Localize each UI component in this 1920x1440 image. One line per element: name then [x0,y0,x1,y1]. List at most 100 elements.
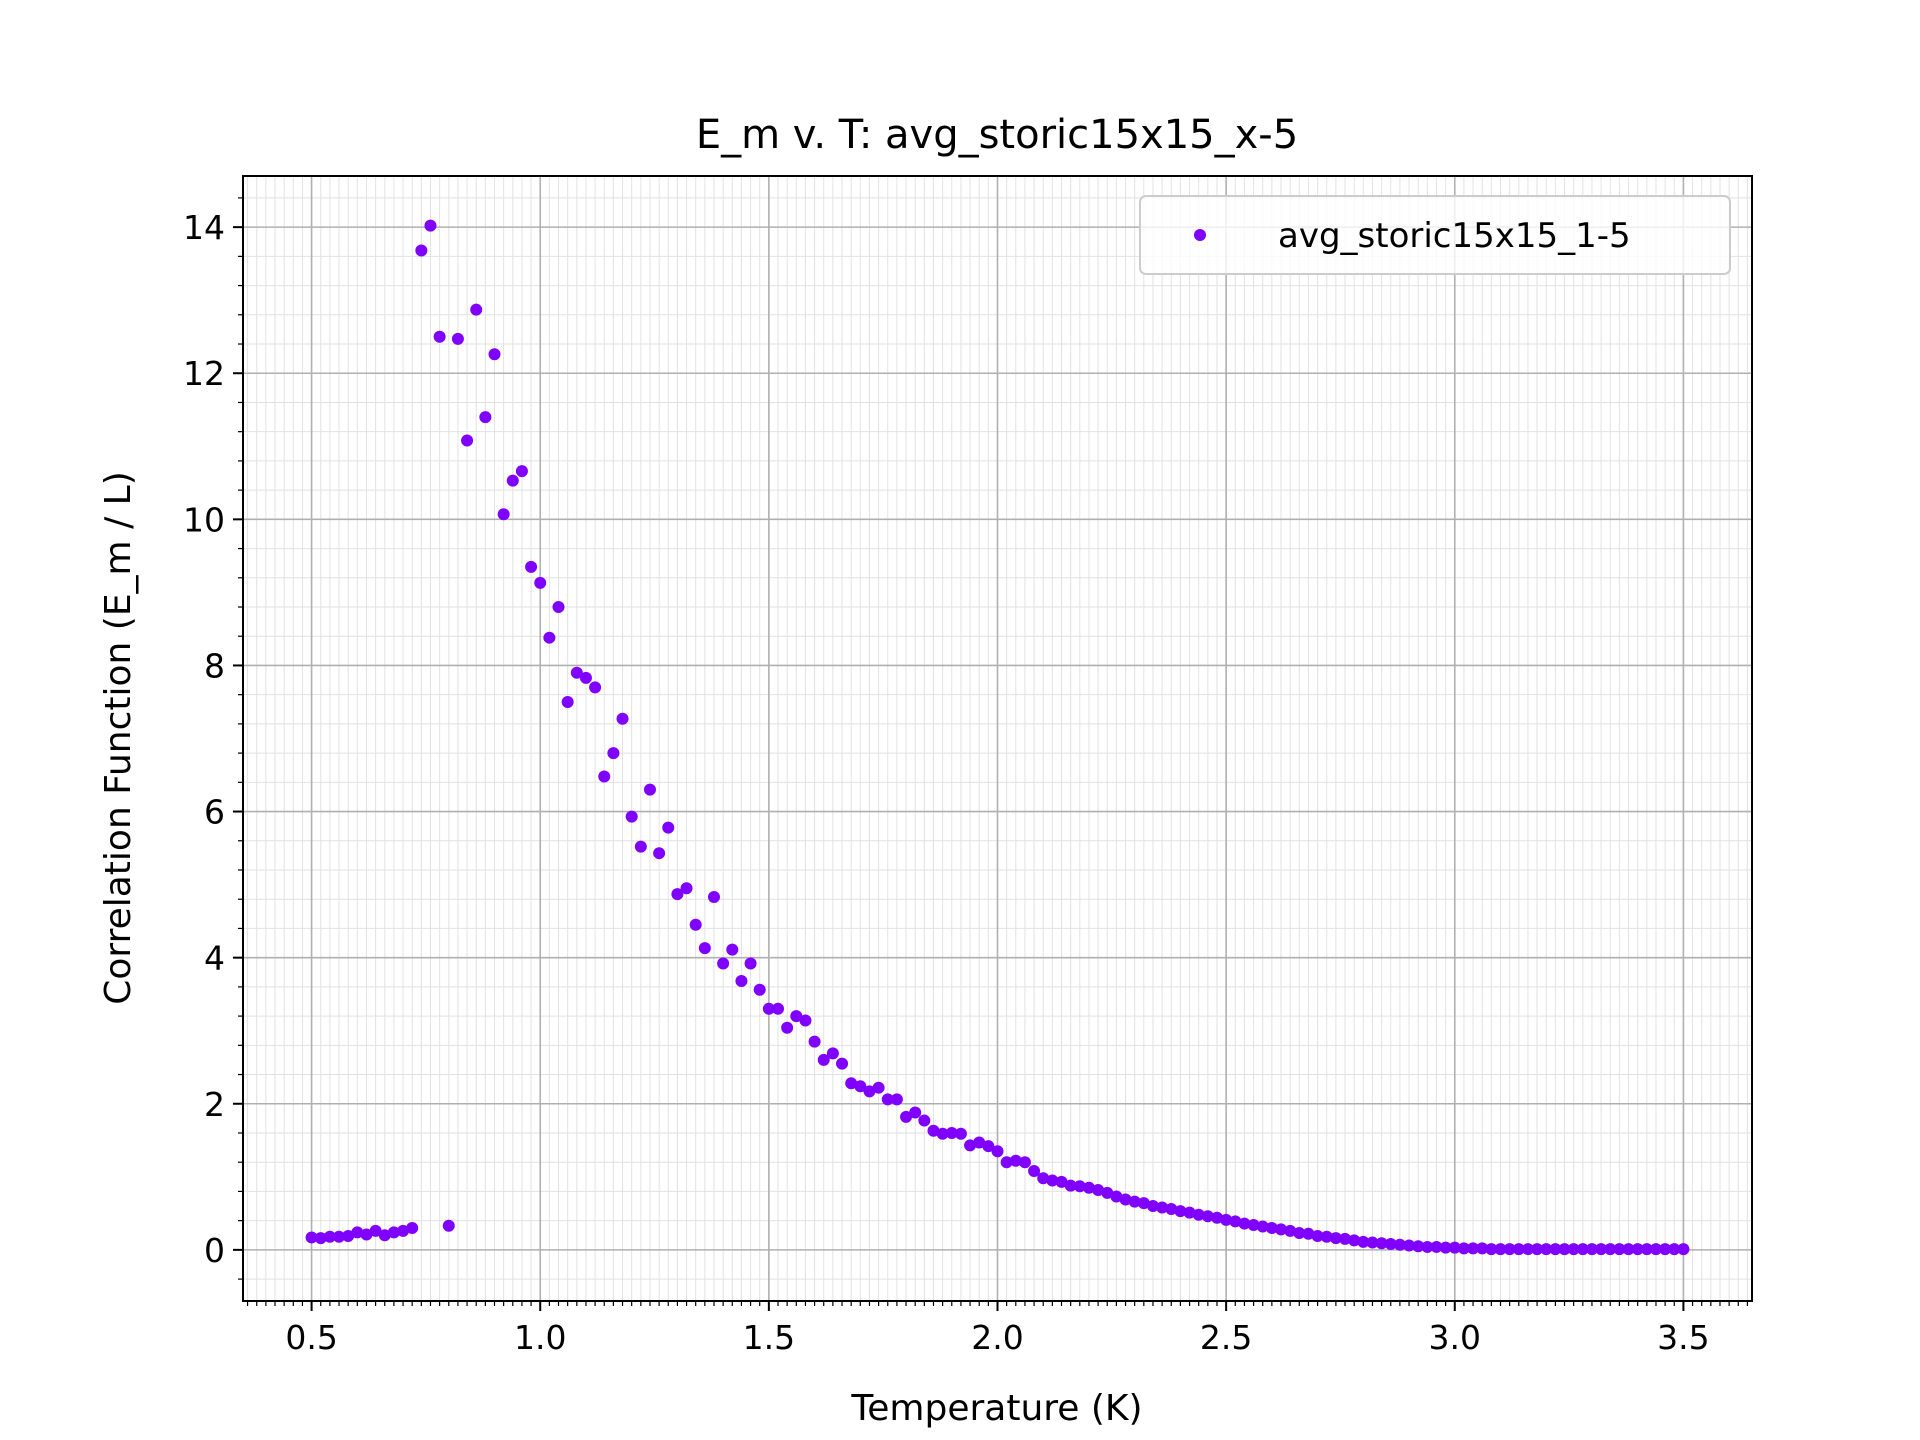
data-point [1119,1193,1132,1206]
data-point [1558,1243,1571,1256]
data-point [707,891,720,904]
data-point [470,303,483,316]
data-point [314,1232,327,1245]
data-point [836,1057,849,1070]
data-point [717,957,730,970]
data-point [1156,1201,1169,1214]
x-tick-label: 0.5 [285,1318,337,1357]
data-point [1128,1195,1141,1208]
y-tick-label: 12 [183,354,225,393]
data-point [397,1224,410,1237]
data-point [927,1124,940,1137]
data-point [506,474,519,487]
data-point [543,631,556,644]
data-point [479,411,492,424]
data-point [1549,1243,1562,1256]
data-point [561,695,574,708]
data-point [854,1080,867,1093]
data-point [1201,1210,1214,1223]
data-point [744,957,757,970]
data-point [1357,1235,1370,1248]
data-point [1046,1174,1059,1187]
data-point [872,1081,885,1094]
data-point [662,821,675,834]
data-point [1311,1229,1324,1242]
legend-box [1139,195,1731,275]
x-tick-label: 1.5 [743,1318,795,1357]
data-point [1028,1164,1041,1177]
x-tick-label: 1.0 [514,1318,566,1357]
data-point [762,1002,775,1015]
data-point [1256,1220,1269,1233]
data-point [1275,1223,1288,1236]
data-point [1192,1208,1205,1221]
data-point [1082,1181,1095,1194]
data-point [1540,1243,1553,1256]
data-point [442,1219,455,1232]
data-point [515,465,528,478]
data-point [1521,1243,1534,1256]
legend-label: avg_storic15x15_1-5 [1278,216,1631,256]
data-point [1531,1243,1544,1256]
data-point [634,840,647,853]
data-point [570,666,583,679]
data-point [1110,1190,1123,1203]
data-point [1137,1197,1150,1210]
data-point [1210,1211,1223,1224]
y-tick-label: 14 [183,208,225,247]
data-point [1457,1242,1470,1255]
data-point [945,1126,958,1139]
data-point [525,560,538,573]
data-point [1220,1213,1233,1226]
data-point [1585,1243,1598,1256]
data-point [598,770,611,783]
data-point [305,1231,318,1244]
data-point [1247,1219,1260,1232]
data-point [1393,1238,1406,1251]
data-point [1384,1238,1397,1251]
data-point [607,747,620,760]
data-point [1412,1240,1425,1253]
data-point [1265,1221,1278,1234]
data-point [1567,1243,1580,1256]
data-point [1512,1243,1525,1256]
data-point [1467,1242,1480,1255]
legend: avg_storic15x15_1-5 [1139,195,1731,275]
legend-marker [1194,229,1206,241]
data-point [1238,1217,1251,1230]
data-point [488,348,501,361]
data-point [1320,1230,1333,1243]
x-tick-label: 2.5 [1200,1318,1252,1357]
data-point [772,1002,785,1015]
data-point [1174,1205,1187,1218]
data-point [954,1127,967,1140]
data-point [1302,1227,1315,1240]
data-point [1101,1186,1114,1199]
data-point [1339,1232,1352,1245]
data-point [781,1021,794,1034]
data-point [1576,1243,1589,1256]
data-point [1640,1243,1653,1256]
data-point [369,1224,382,1237]
data-point [1375,1237,1388,1250]
data-point [1448,1241,1461,1254]
scatter-points [305,219,1690,1256]
data-point [625,810,638,823]
data-point [680,882,693,895]
data-point [1613,1243,1626,1256]
data-point [1293,1227,1306,1240]
data-point [616,712,629,725]
data-point [1421,1240,1434,1253]
data-point [1165,1202,1178,1215]
data-point [698,942,711,955]
y-tick-label: 8 [204,646,225,685]
data-point [424,219,437,232]
data-point [1604,1243,1617,1256]
data-point [461,434,474,447]
chart-title: E_m v. T: avg_storic15x15_x-5 [696,112,1298,158]
data-point [973,1136,986,1149]
data-point [1439,1241,1452,1254]
tick-labels: 0.5 1.0 1.5 2.0 2.5 3.0 3.5 0 2 4 6 8 10 12 14 [183,208,1710,1357]
data-point [991,1145,1004,1158]
